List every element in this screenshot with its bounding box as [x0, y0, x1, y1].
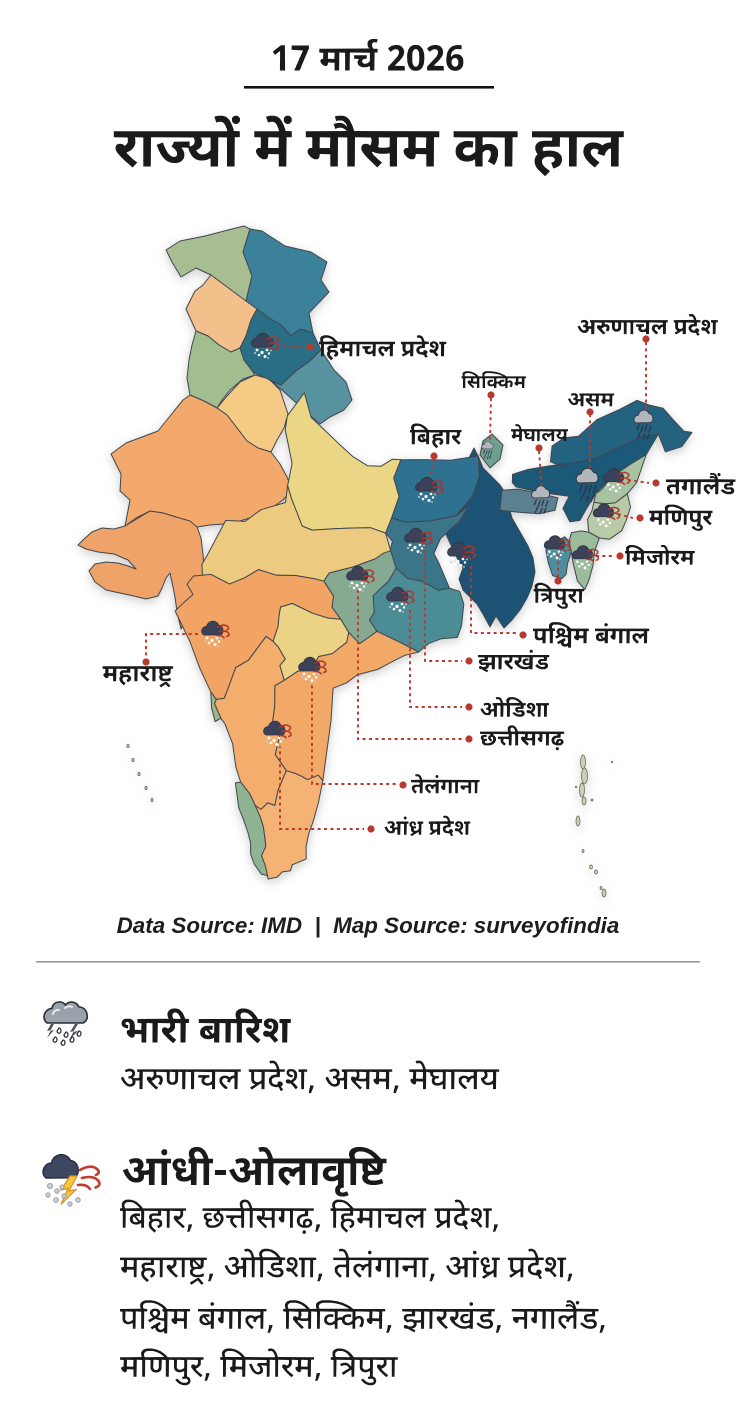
svg-text:Data Source: IMD | Map Sourc: Data Source: IMD | Map Source: surveyofi…	[117, 913, 620, 938]
